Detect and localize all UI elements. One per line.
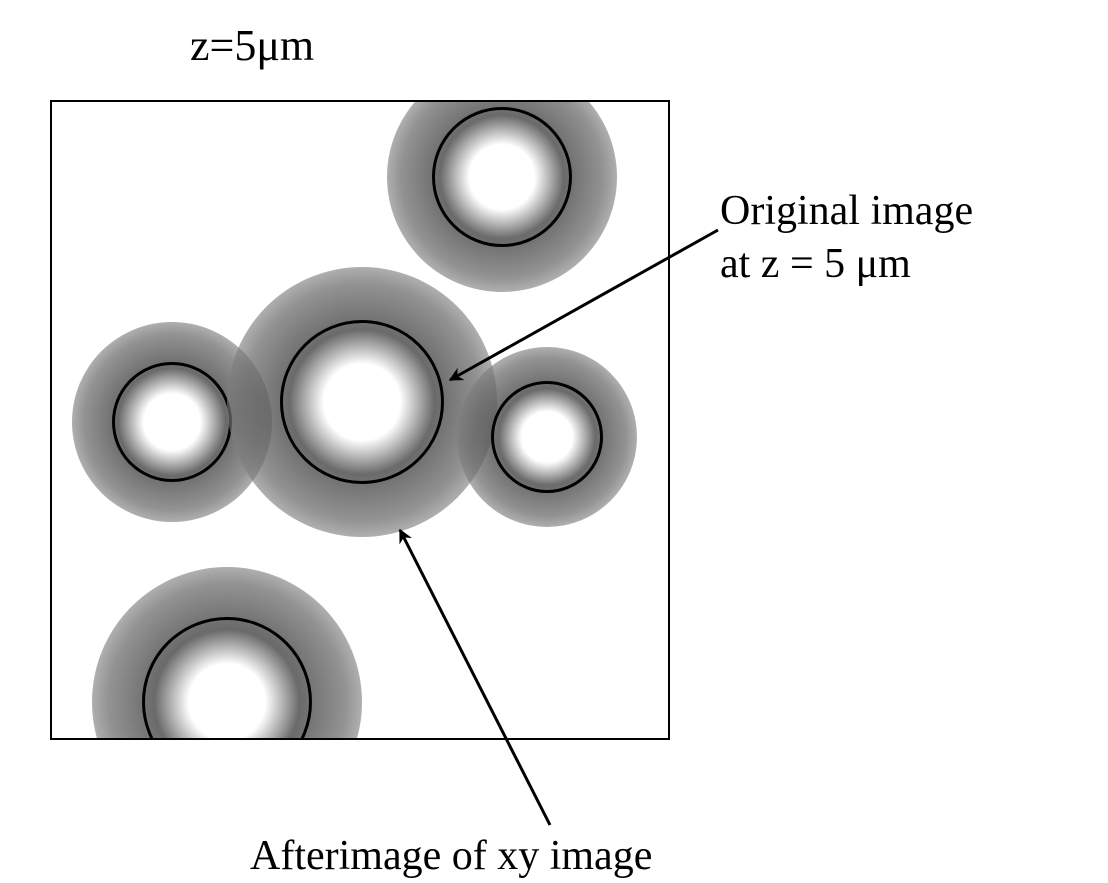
blob-core <box>474 149 530 205</box>
blob-core <box>330 370 394 434</box>
blob-core <box>525 415 569 459</box>
annotation-label: Afterimage of xy image <box>250 830 652 883</box>
diagram-box <box>50 100 670 740</box>
page-title: z=5μm <box>190 20 314 71</box>
annotation-label: Original imageat z = 5 μm <box>720 185 973 290</box>
blob-core <box>193 668 261 736</box>
blob-core <box>148 398 196 446</box>
